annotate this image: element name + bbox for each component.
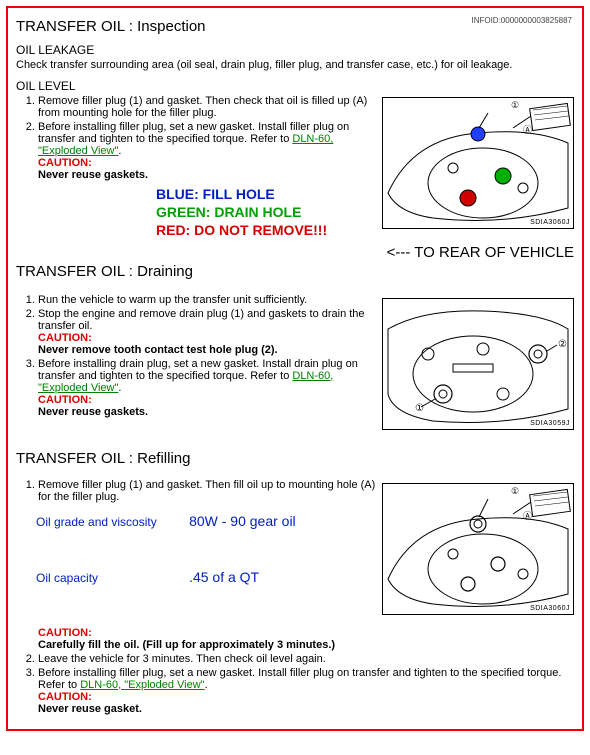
step-text: Remove filler plug (1) and gasket. Then … — [38, 479, 378, 503]
figure-inspection: ① Ⓐ SDIA3060J — [382, 97, 574, 229]
list-item: Leave the vehicle for 3 minutes. Then ch… — [38, 653, 574, 665]
step-text: Stop the engine and remove drain plug (1… — [38, 308, 365, 332]
svg-text:①: ① — [415, 403, 424, 414]
spec-grade-label: Oil grade and viscosity — [36, 515, 186, 529]
svg-text:①: ① — [511, 486, 519, 496]
title-refilling: TRANSFER OIL : Refilling — [16, 450, 574, 467]
fig-id-draining: SDIA3059J — [530, 420, 570, 427]
subhead-level: OIL LEVEL — [16, 79, 574, 93]
caution-label: CAUTION: — [38, 627, 92, 639]
refilling-steps-2: Leave the vehicle for 3 minutes. Then ch… — [16, 653, 574, 715]
caution-text: Never remove tooth contact test hole plu… — [38, 344, 278, 356]
caution-label: CAUTION: — [38, 394, 92, 406]
caution-label: CAUTION: — [38, 157, 92, 169]
step-text: Remove filler plug (1) and gasket. Then … — [38, 95, 378, 119]
diagram-inspection: ① Ⓐ — [383, 98, 573, 228]
step-text: Leave the vehicle for 3 minutes. Then ch… — [38, 653, 326, 665]
subhead-leakage: OIL LEAKAGE — [16, 43, 574, 57]
spec-cap-label: Oil capacity — [36, 571, 186, 585]
fig-id-refilling: SDIA3060J — [530, 605, 570, 612]
infoid-inspection: INFOID:0000000003825887 — [471, 16, 572, 25]
caution-label: CAUTION: — [38, 691, 92, 703]
figure-draining: ② ① SDIA3059J — [382, 298, 574, 430]
diagram-draining: ② ① — [383, 299, 573, 429]
svg-text:Ⓐ: Ⓐ — [523, 511, 532, 521]
figure-refilling: ① Ⓐ SDIA3060J — [382, 483, 574, 615]
caution-label: CAUTION: — [38, 332, 92, 344]
svg-text:Ⓐ: Ⓐ — [523, 125, 532, 135]
caution-text: Never reuse gaskets. — [38, 169, 148, 181]
step-text: Run the vehicle to warm up the transfer … — [38, 294, 378, 306]
list-item: Before installing filler plug, set a new… — [38, 667, 574, 715]
caution-text: Carefully fill the oil. (Fill up for app… — [38, 639, 335, 651]
rear-of-vehicle-note: <--- TO REAR OF VEHICLE — [387, 244, 574, 261]
link-exploded-view[interactable]: DLN-60, "Exploded View" — [80, 679, 204, 691]
title-draining: TRANSFER OIL : Draining — [16, 263, 574, 280]
spec-grade-value: 80W - 90 gear oil — [189, 513, 296, 529]
caution-text: Never reuse gaskets. — [38, 406, 148, 418]
svg-text:②: ② — [558, 339, 567, 350]
caution-text: Never reuse gasket. — [38, 703, 142, 715]
leakage-text: Check transfer surrounding area (oil sea… — [16, 59, 574, 71]
fig-id-inspection: SDIA3060J — [530, 219, 570, 226]
spec-cap-value: .45 of a QT — [189, 569, 259, 585]
svg-text:①: ① — [511, 100, 519, 110]
diagram-refilling: ① Ⓐ — [383, 484, 573, 614]
page-frame: INFOID:0000000003825887 TRANSFER OIL : I… — [6, 6, 584, 731]
